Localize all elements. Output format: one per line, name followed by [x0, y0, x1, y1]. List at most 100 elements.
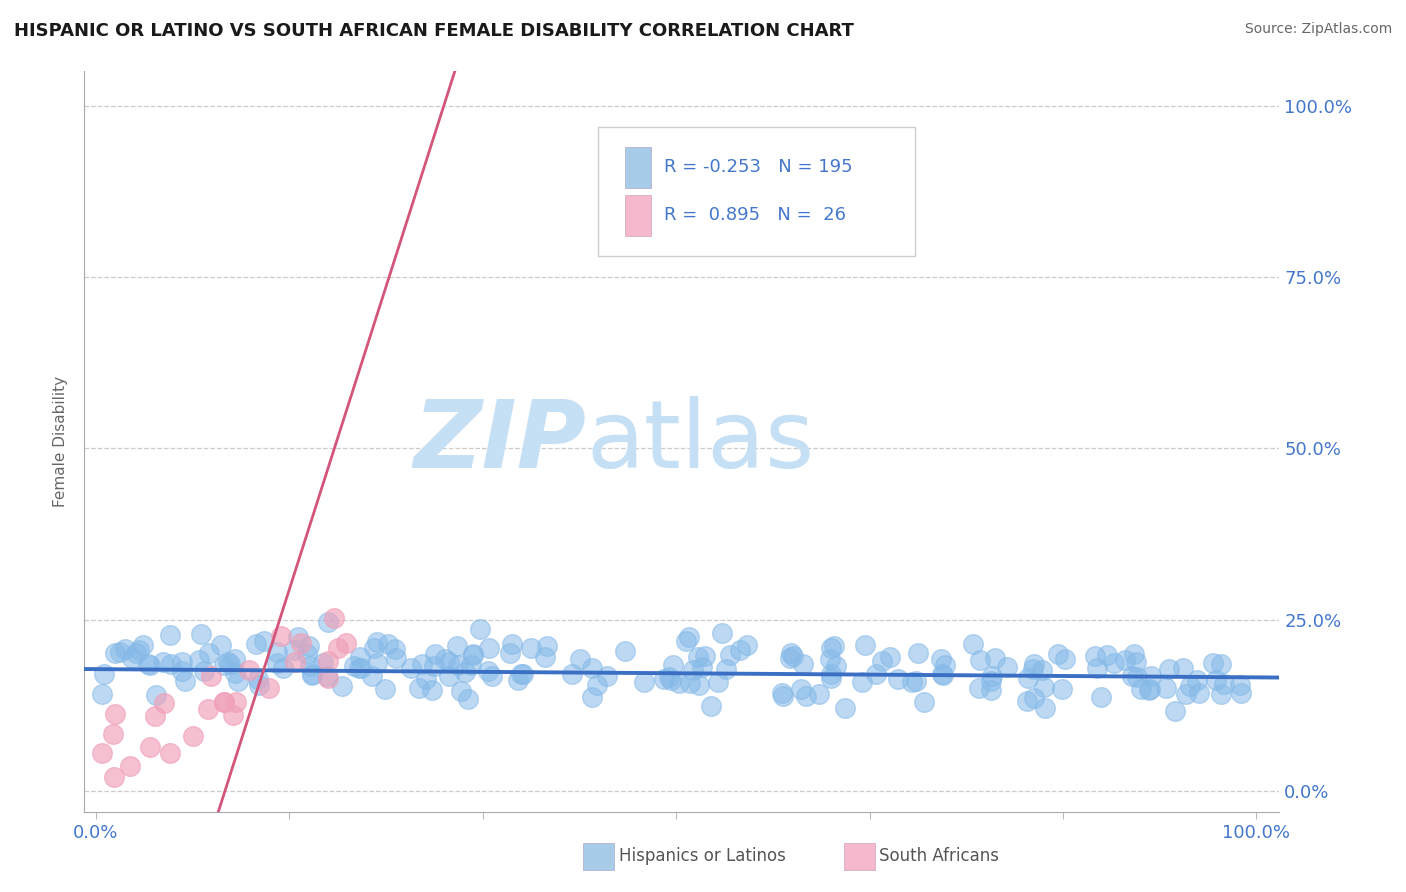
Point [145, 688, 167, 702]
Point [159, 747, 181, 761]
Point [139, 740, 162, 755]
Point [360, 669, 382, 683]
Point [450, 683, 472, 698]
Point [225, 695, 247, 709]
Point [259, 681, 281, 695]
Point [125, 646, 148, 660]
Point [316, 672, 339, 686]
Point [219, 657, 242, 671]
Point [322, 610, 344, 624]
Point [103, 771, 125, 785]
Point [1022, 657, 1045, 671]
Point [1054, 652, 1077, 666]
Point [384, 641, 406, 656]
Point [143, 708, 166, 723]
Point [679, 676, 702, 690]
Point [198, 646, 221, 660]
Point [886, 673, 908, 687]
Point [209, 638, 232, 652]
Point [969, 653, 991, 667]
Point [706, 675, 728, 690]
Point [114, 641, 136, 656]
Point [820, 667, 842, 681]
Y-axis label: Female Disability: Female Disability [53, 376, 69, 508]
Point [347, 660, 370, 674]
Text: Hispanics or Latinos: Hispanics or Latinos [619, 847, 786, 865]
Point [212, 695, 235, 709]
Point [193, 664, 215, 678]
Point [772, 689, 794, 703]
Point [477, 664, 499, 678]
Point [174, 673, 197, 688]
Point [792, 657, 814, 671]
Point [160, 657, 183, 672]
Point [463, 648, 485, 663]
Point [328, 641, 350, 656]
Point [851, 674, 873, 689]
Point [1123, 648, 1146, 662]
Point [246, 672, 269, 686]
Point [569, 652, 592, 666]
Point [735, 638, 758, 652]
Point [1033, 700, 1056, 714]
Point [224, 666, 246, 681]
Point [662, 658, 685, 673]
Point [1205, 673, 1227, 688]
Point [399, 661, 422, 675]
Point [266, 645, 288, 659]
Point [1022, 690, 1045, 705]
Point [283, 643, 305, 657]
Point [1050, 681, 1073, 696]
Point [995, 660, 1018, 674]
Point [108, 645, 131, 659]
Point [91, 687, 114, 701]
Point [499, 646, 522, 660]
Point [693, 649, 716, 664]
Point [478, 641, 501, 656]
Point [434, 652, 457, 666]
Point [91, 747, 114, 761]
Point [633, 674, 655, 689]
Point [931, 667, 953, 681]
Point [270, 629, 292, 643]
Point [1129, 681, 1152, 696]
Point [905, 674, 928, 689]
Point [200, 669, 222, 683]
Point [808, 687, 831, 701]
Point [1211, 687, 1233, 701]
Point [330, 679, 353, 693]
Point [595, 669, 617, 683]
Point [301, 667, 323, 681]
Point [1185, 673, 1208, 688]
Point [710, 626, 733, 640]
Point [984, 651, 1007, 665]
Point [824, 659, 846, 673]
Point [139, 658, 162, 673]
Point [226, 674, 249, 689]
Point [170, 664, 193, 678]
Point [870, 654, 893, 668]
Point [253, 633, 276, 648]
Point [439, 669, 461, 683]
Point [437, 655, 460, 669]
Point [423, 647, 446, 661]
Point [929, 652, 952, 666]
Point [820, 640, 842, 655]
Point [865, 666, 887, 681]
Point [385, 650, 408, 665]
Point [1157, 661, 1180, 675]
Point [366, 634, 388, 648]
Point [1022, 662, 1045, 676]
Point [794, 689, 817, 703]
Point [652, 672, 675, 686]
Point [121, 651, 143, 665]
Point [506, 673, 529, 687]
Point [980, 683, 1002, 698]
Point [481, 669, 503, 683]
Point [1175, 687, 1198, 701]
Point [688, 678, 710, 692]
Point [1015, 694, 1038, 708]
Point [420, 682, 443, 697]
Point [686, 650, 709, 665]
Point [363, 641, 385, 656]
